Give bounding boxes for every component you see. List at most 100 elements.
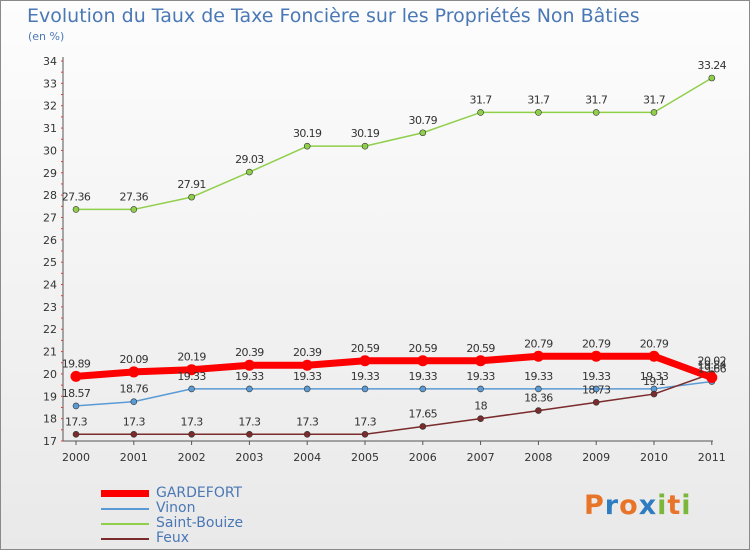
data-label-feux: 17.3 — [296, 415, 319, 428]
data-label-feux: 18 — [474, 400, 487, 413]
data-point-feux — [419, 423, 427, 430]
data-label-gardefort: 20.59 — [466, 342, 495, 355]
data-label-feux: 18.36 — [524, 392, 553, 405]
y-tick-label: 27 — [43, 211, 57, 224]
data-label-saint-bouize: 31.7 — [527, 93, 550, 106]
series-line-feux — [75, 372, 713, 436]
data-label-gardefort: 19.89 — [62, 357, 91, 370]
logo-letter: i — [681, 490, 692, 521]
data-point-vinon — [592, 385, 600, 393]
y-tick-label: 25 — [43, 256, 57, 269]
data-point-vinon — [188, 385, 195, 393]
unit-label: (en %) — [28, 30, 65, 43]
data-label-saint-bouize: 30.19 — [351, 127, 380, 140]
data-label-vinon: 19.33 — [582, 370, 611, 383]
legend-label-feux: Feux — [156, 530, 190, 546]
x-tick-label: 2009 — [582, 451, 610, 464]
data-label-saint-bouize: 29.03 — [235, 153, 264, 166]
data-point-saint-bouize — [477, 109, 484, 116]
data-point-feux — [535, 407, 542, 414]
logo-letter: t — [667, 490, 682, 521]
data-label-feux: 17.3 — [123, 415, 146, 428]
legend-item-vinon: Vinon — [101, 501, 195, 516]
x-tick-label: 2003 — [235, 451, 263, 464]
chart-title: Evolution du Taux de Taxe Foncière sur l… — [27, 5, 640, 27]
data-point-saint-bouize — [592, 109, 600, 116]
data-label-gardefort: 20.79 — [582, 337, 611, 350]
legend-item-saint-bouize: Saint-Bouize — [101, 516, 243, 531]
data-label-feux: 17.3 — [354, 415, 377, 428]
y-tick-label: 17 — [43, 435, 57, 448]
data-point-saint-bouize — [419, 129, 427, 137]
legend-label-gardefort: GARDEFORT — [156, 485, 243, 501]
x-tick-label: 2000 — [62, 451, 90, 464]
logo-letter: r — [604, 490, 620, 521]
data-point-feux — [188, 430, 195, 438]
y-tick-label: 21 — [43, 346, 57, 359]
y-tick-label: 33 — [43, 77, 57, 90]
data-point-vinon — [130, 398, 138, 405]
data-label-saint-bouize: 27.91 — [177, 178, 206, 191]
data-label-gardefort: 20.19 — [177, 351, 206, 364]
y-tick-label: 24 — [43, 279, 57, 292]
data-point-gardefort — [532, 350, 544, 362]
data-point-saint-bouize — [130, 206, 138, 213]
legend-swatch-saint-bouize — [101, 522, 149, 525]
data-label-feux: 19.1 — [643, 375, 665, 388]
data-label-saint-bouize: 33.24 — [698, 59, 727, 72]
y-tick-label: 30 — [43, 144, 57, 157]
x-tick-label: 2006 — [409, 451, 437, 464]
data-label-feux: 17.3 — [181, 415, 204, 428]
legend-item-gardefort: GARDEFORT — [101, 486, 242, 501]
data-point-vinon — [477, 385, 484, 393]
x-tick-label: 2008 — [524, 451, 552, 464]
x-tick-label: 2010 — [640, 451, 668, 464]
data-point-saint-bouize — [72, 206, 80, 213]
x-tick-label: 2005 — [351, 451, 379, 464]
data-point-gardefort — [417, 355, 429, 367]
data-point-vinon — [535, 385, 542, 393]
data-point-gardefort — [243, 359, 255, 371]
data-label-saint-bouize: 31.7 — [585, 93, 608, 106]
data-point-saint-bouize — [650, 109, 658, 116]
data-point-saint-bouize — [361, 142, 369, 150]
data-label-saint-bouize: 31.7 — [470, 93, 493, 106]
y-tick-label: 28 — [43, 189, 57, 202]
data-point-gardefort — [128, 366, 140, 378]
x-tick-label: 2002 — [178, 451, 206, 464]
logo-letter: o — [619, 490, 639, 521]
data-point-feux — [72, 430, 80, 438]
data-point-feux — [303, 430, 311, 438]
series-line-saint-bouize — [75, 77, 713, 211]
data-point-gardefort — [475, 355, 487, 367]
data-label-vinon: 19.33 — [409, 370, 438, 383]
proxiti-logo: Proxiti — [584, 490, 692, 521]
y-tick-label: 34 — [43, 55, 57, 68]
legend-item-feux: Feux — [101, 531, 189, 546]
y-tick-label: 20 — [43, 368, 57, 381]
x-tick-label: 2011 — [698, 451, 726, 464]
series-line-gardefort — [72, 352, 716, 382]
legend-swatch-feux — [101, 537, 149, 540]
data-label-gardefort: 20.79 — [524, 337, 553, 350]
data-point-gardefort — [359, 355, 371, 367]
data-label-gardefort: 20.39 — [235, 346, 264, 359]
data-point-feux — [477, 415, 484, 422]
data-point-gardefort — [590, 350, 602, 362]
legend-label-saint-bouize: Saint-Bouize — [156, 515, 244, 531]
data-label-saint-bouize: 30.19 — [293, 127, 322, 140]
data-point-feux — [130, 430, 138, 438]
logo-letter: i — [657, 490, 668, 521]
y-tick-label: 32 — [43, 100, 57, 113]
data-point-saint-bouize — [246, 168, 253, 176]
y-tick-label: 22 — [43, 323, 57, 336]
data-label-saint-bouize: 31.7 — [643, 93, 666, 106]
data-point-saint-bouize — [303, 142, 311, 150]
data-label-vinon: 18.76 — [120, 383, 149, 396]
data-label-saint-bouize: 27.36 — [120, 190, 149, 203]
data-point-vinon — [72, 402, 80, 410]
data-label-gardefort: 20.59 — [409, 342, 438, 355]
y-tick-label: 18 — [43, 413, 57, 426]
x-tick-label: 2007 — [467, 451, 495, 464]
